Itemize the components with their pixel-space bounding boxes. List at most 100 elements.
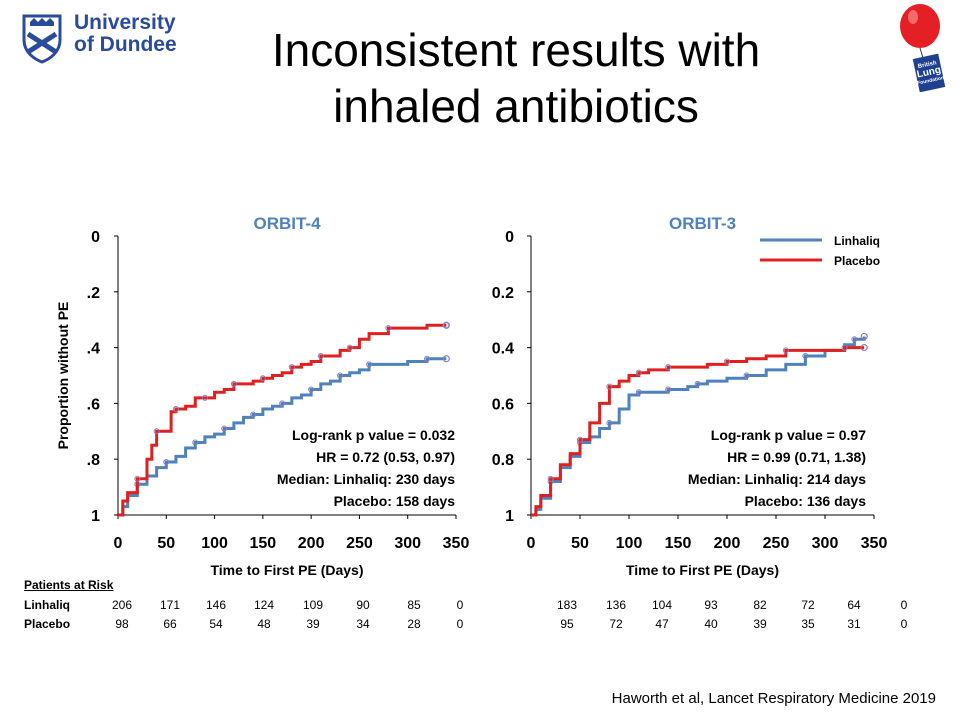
legend-label-placebo: Placebo	[834, 254, 880, 268]
x-tick-label-0-5: 250	[346, 535, 373, 552]
risk-cell-orbit4-1-6: 28	[407, 617, 421, 631]
x-tick-label-1-3: 150	[665, 535, 692, 552]
censor-mark-1-1-12	[635, 369, 642, 376]
risk-cell-orbit4-1-5: 34	[356, 617, 370, 631]
x-tick-label-0-0: 0	[114, 535, 123, 552]
censor-mark-0-0-18	[279, 400, 286, 407]
censor-mark-end-0-0	[442, 355, 450, 363]
censor-mark-1-0-15	[665, 386, 672, 393]
risk-cell-orbit3-1-7: 0	[900, 617, 908, 631]
risk-cell-orbit4-0-4: 109	[302, 598, 324, 612]
censor-mark-1-1-24	[841, 344, 848, 351]
x-tick-label-0-1: 50	[157, 535, 175, 552]
y-tick-label-1-1: 0.2	[492, 285, 514, 302]
logo-line-1: University	[74, 11, 176, 34]
series-line-placebo-0	[118, 323, 447, 517]
x-axis-label-1: Time to First PE (Days)	[626, 562, 779, 578]
x-tick-label-1-5: 250	[763, 535, 790, 552]
risk-cell-orbit3-1-1: 72	[609, 617, 623, 631]
risk-cell-orbit4-0-5: 90	[356, 598, 370, 612]
y-tick-label-1-0: 0	[505, 229, 514, 246]
y-tick-label-1-2: 0.4	[492, 341, 514, 358]
annotation-0-1: HR = 0.72 (0.53, 0.97)	[316, 449, 455, 465]
risk-cell-orbit4-1-2: 54	[209, 617, 223, 631]
x-tick-label-1-4: 200	[714, 535, 741, 552]
university-logo: University of Dundee	[14, 8, 194, 68]
risk-cell-orbit3-0-4: 82	[753, 598, 767, 612]
censor-mark-1-0-27	[851, 336, 858, 343]
legend-label-linhaliq: Linhaliq	[834, 234, 880, 248]
chart-title-1: ORBIT-3	[669, 214, 736, 233]
risk-cell-orbit3-1-0: 95	[560, 617, 574, 631]
censor-mark-1-0-21	[743, 372, 750, 379]
annotation-0-2: Median: Linhaliq: 230 days	[277, 471, 455, 487]
censor-mark-end-1-1	[860, 344, 868, 352]
risk-cell-orbit4-0-3: 124	[253, 598, 275, 612]
risk-cell-orbit3-0-0: 183	[556, 598, 578, 612]
censor-mark-1-1-21	[782, 347, 789, 354]
series-line-linhaliq-0	[118, 357, 447, 517]
risk-row-label-linhaliq: Linhaliq	[24, 598, 70, 612]
x-tick-label-1-0: 0	[527, 535, 536, 552]
risk-cell-orbit3-0-6: 64	[847, 598, 861, 612]
censor-mark-1-0-9	[606, 419, 613, 426]
risk-cell-orbit3-1-5: 35	[801, 617, 815, 631]
annotation-1-0: Log-rank p value = 0.97	[711, 427, 866, 443]
x-tick-label-1-2: 100	[616, 535, 643, 552]
logo-text: University of Dundee	[74, 12, 177, 56]
risk-cell-orbit3-0-5: 72	[801, 598, 815, 612]
annotation-1-3: Placebo: 136 days	[745, 493, 867, 509]
series-line-linhaliq-1	[531, 336, 866, 517]
x-tick-label-0-4: 200	[298, 535, 325, 552]
risk-cell-orbit4-1-7: 0	[456, 617, 464, 631]
risk-cell-orbit4-1-3: 48	[257, 617, 271, 631]
y-tick-label-0-2: .4	[87, 341, 100, 358]
risk-cell-orbit3-1-4: 39	[753, 617, 767, 631]
risk-cell-orbit4-1-0: 98	[115, 617, 129, 631]
censor-mark-0-1-3	[134, 475, 141, 482]
censor-mark-1-1-18	[724, 358, 730, 365]
censor-mark-0-1-12	[201, 394, 208, 401]
censor-mark-0-1-27	[346, 344, 353, 351]
x-tick-label-0-3: 150	[250, 535, 277, 552]
censor-mark-0-1-15	[230, 380, 237, 387]
y-tick-label-0-5: 1	[91, 508, 100, 525]
censor-mark-1-0-24	[802, 352, 809, 359]
badge-line-1: British	[917, 60, 937, 70]
censor-mark-1-1-15	[665, 364, 672, 371]
censor-mark-0-0-12	[221, 425, 228, 432]
censor-mark-end-0-1	[442, 321, 450, 329]
y-axis-label-0: Proportion without PE	[55, 302, 71, 450]
annotation-0-0: Log-rank p value = 0.032	[292, 427, 455, 443]
citation: Haworth et al, Lancet Respiratory Medici…	[611, 690, 936, 707]
censor-mark-0-1-6	[153, 428, 160, 435]
risk-cell-orbit3-0-2: 104	[651, 598, 673, 612]
x-axis-label-0: Time to First PE (Days)	[210, 562, 363, 578]
series-line-placebo-1	[531, 346, 865, 517]
risk-table-heading: Patients at Risk	[24, 578, 114, 592]
censor-mark-0-0-27	[366, 361, 373, 368]
censor-mark-0-0-6	[163, 458, 170, 465]
risk-cell-orbit4-0-1: 171	[159, 598, 181, 612]
x-tick-label-0-7: 350	[443, 535, 470, 552]
badge-line-2: Lung	[916, 65, 942, 81]
risk-cell-orbit3-1-2: 47	[655, 617, 669, 631]
risk-cell-orbit4-1-1: 66	[163, 617, 177, 631]
y-tick-label-1-4: 0.8	[492, 452, 514, 469]
risk-cell-orbit4-0-6: 85	[407, 598, 421, 612]
censor-mark-1-1-9	[606, 383, 613, 390]
slide-title: Inconsistent results with inhaled antibi…	[180, 22, 852, 134]
censor-mark-1-0-12	[635, 389, 642, 396]
risk-cell-orbit3-0-7: 0	[900, 598, 908, 612]
censor-mark-1-1-6	[577, 436, 583, 443]
y-tick-label-1-5: 1	[505, 508, 514, 525]
censor-mark-end-1-0	[860, 332, 868, 341]
british-lung-foundation-logo: British Lung Foundation	[890, 2, 952, 93]
risk-cell-orbit4-1-4: 39	[306, 617, 320, 631]
censor-mark-0-0-21	[308, 386, 315, 393]
censor-mark-1-0-18	[694, 380, 701, 387]
risk-cell-orbit3-1-6: 31	[847, 617, 861, 631]
y-tick-label-0-4: .8	[87, 452, 100, 469]
censor-mark-0-0-15	[250, 411, 257, 418]
